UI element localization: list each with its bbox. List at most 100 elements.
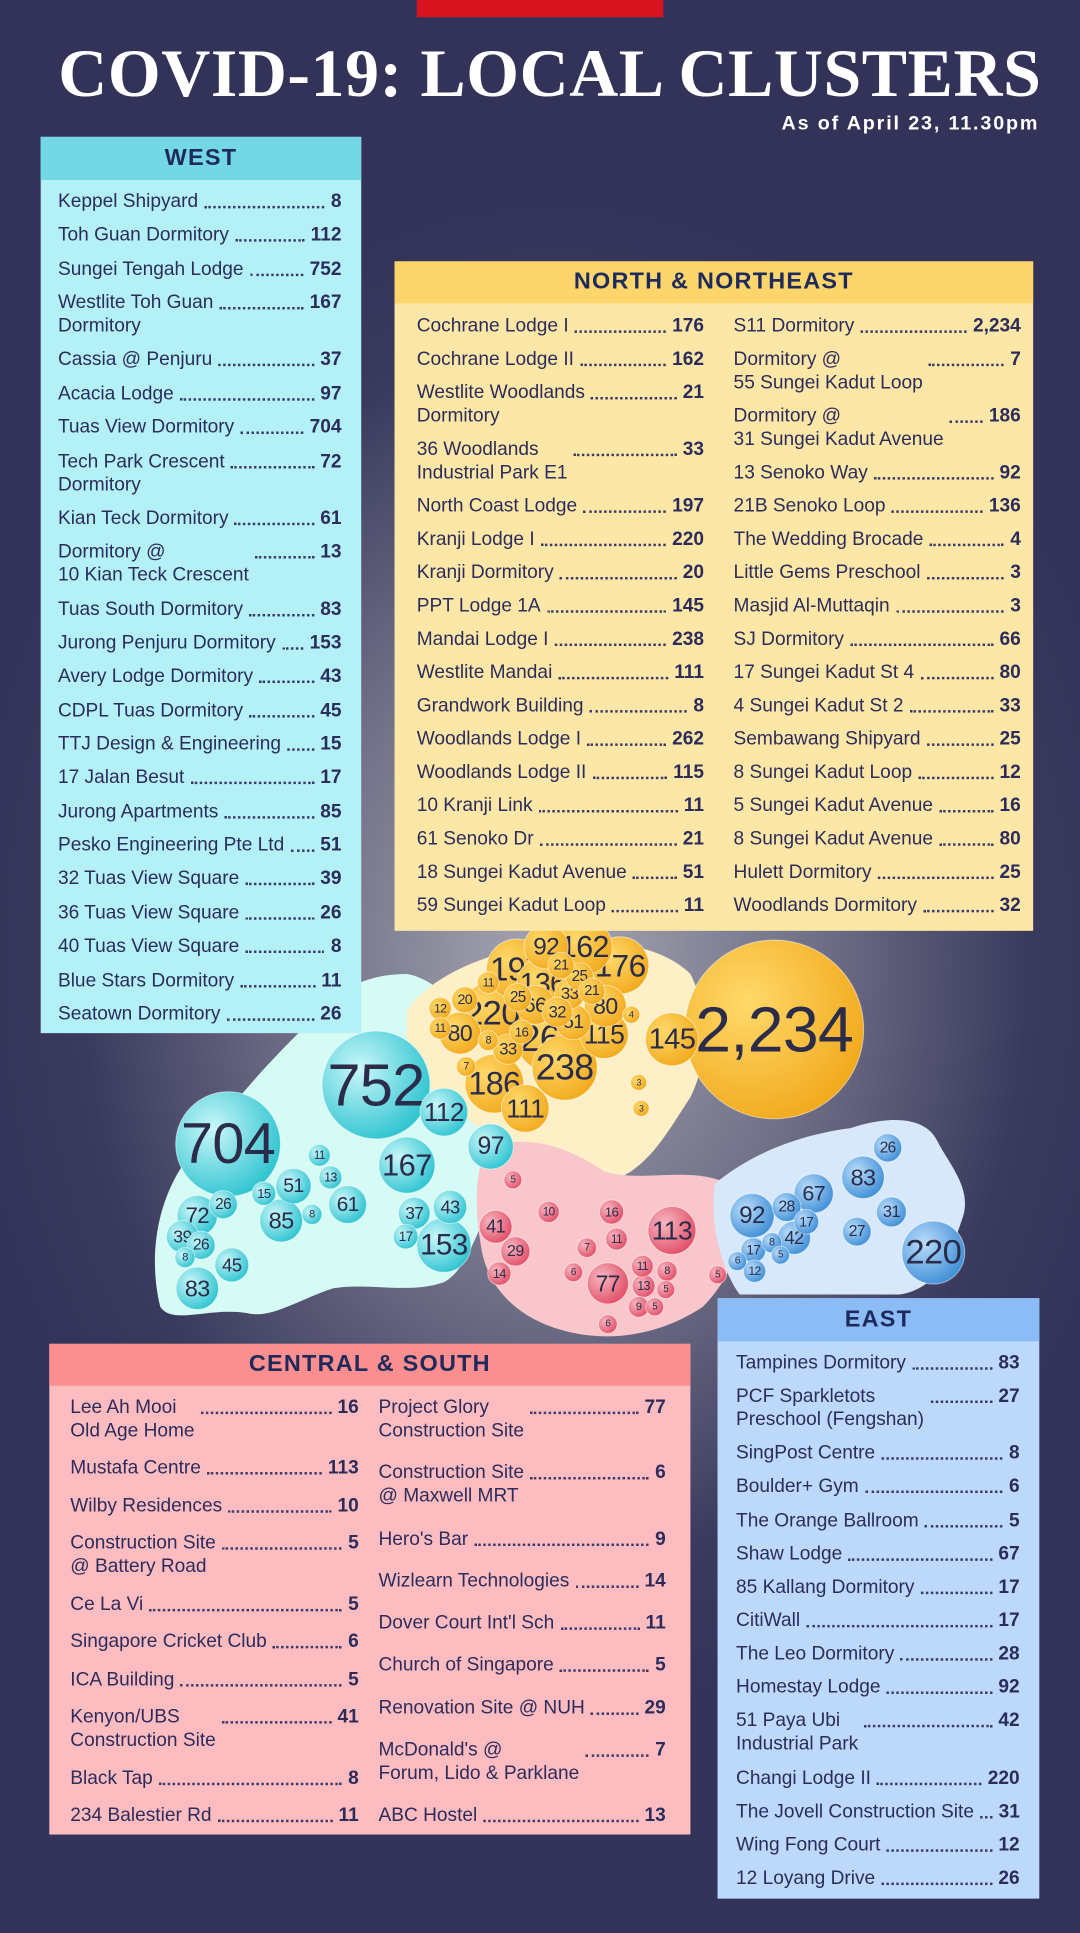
dot-leader: [530, 1396, 639, 1415]
cluster-bubble: [487, 1261, 512, 1286]
cluster-row: Little Gems Preschool 3: [734, 561, 1021, 584]
cluster-name: Hulett Dormitory: [733, 861, 872, 883]
cluster-bubble: [578, 977, 606, 1005]
cluster-row: Tampines Dormitory 83: [736, 1351, 1020, 1374]
dot-leader: [235, 224, 305, 243]
dot-leader: [909, 694, 994, 713]
cluster-count: 17: [998, 1610, 1020, 1632]
cluster-name: The Wedding Brocade: [733, 528, 924, 550]
dot-leader: [886, 1676, 993, 1695]
cluster-count: 16: [337, 1396, 359, 1418]
cluster-bubble: [328, 1185, 368, 1224]
dot-leader: [539, 827, 677, 846]
cluster-bubble: [537, 1200, 560, 1223]
cluster-bubble: [477, 1030, 499, 1052]
cluster-bubble: [318, 1165, 343, 1190]
cluster-count: 66: [999, 628, 1021, 650]
bubble-label: 5: [652, 1301, 658, 1312]
cluster-name: Boulder+ Gym: [736, 1476, 859, 1498]
subtitle: As of April 23, 11.30pm: [781, 113, 1040, 135]
bubble-label: 14: [493, 1266, 506, 1281]
cluster-row: CDPL Tuas Dormitory 45: [58, 699, 342, 722]
cluster-name: 36 Woodlands Industrial Park E1: [416, 438, 568, 484]
dot-leader: [245, 901, 315, 920]
dot-leader: [926, 727, 994, 746]
cluster-name: Dormitory @ 10 Kian Teck Crescent: [57, 541, 249, 586]
cluster-bubble: [321, 1030, 431, 1140]
bubble-label: 11: [611, 1232, 623, 1246]
cluster-count: 11: [645, 1612, 666, 1634]
cluster-count: 31: [998, 1800, 1020, 1822]
cluster-row: 61 Senoko Dr 21: [417, 827, 704, 850]
cluster-list: Keppel Shipyard 8 Toh Guan Dormitory 112 Sun…: [58, 190, 342, 1026]
cluster-count: 21: [682, 382, 704, 404]
cluster-row: Homestay Lodge 92: [736, 1676, 1020, 1699]
cluster-bubble: [630, 1073, 648, 1091]
cluster-row: Construction Site @ Battery Road 5: [70, 1532, 358, 1579]
cluster-name: The Leo Dormitory: [736, 1643, 895, 1665]
dot-leader: [240, 968, 316, 987]
cluster-bubble: [770, 1245, 790, 1265]
bubble-label: 6: [735, 1256, 741, 1267]
bubble-label: 41: [486, 1217, 505, 1237]
dot-leader: [929, 528, 1005, 547]
cluster-row: Cochrane Lodge II 162: [417, 348, 704, 371]
bubble-label: 42: [784, 1228, 803, 1248]
cluster-row: Tuas South Dormitory 83: [58, 597, 342, 620]
cluster-count: 92: [999, 462, 1021, 484]
bubble-label: 97: [478, 1133, 504, 1160]
cluster-name: 234 Balestier Rd: [70, 1804, 212, 1826]
bubble-label: 26: [880, 1139, 896, 1156]
cluster-list: Project Glory Construction Site 77 Constru…: [378, 1396, 665, 1828]
dot-leader: [881, 1442, 1003, 1461]
cluster-name: 8 Sungei Kadut Loop: [733, 761, 913, 783]
cluster-name: Cochrane Lodge I: [416, 315, 569, 337]
cluster-row: Wizlearn Technologies 14: [378, 1569, 665, 1592]
cluster-name: 32 Tuas View Square: [57, 868, 240, 890]
cluster-count: 25: [999, 728, 1021, 750]
dot-leader: [850, 628, 994, 647]
cluster-row: Tuas View Dormitory 704: [58, 416, 342, 439]
cluster-row: Boulder+ Gym 6: [736, 1475, 1020, 1498]
cluster-count: 167: [309, 292, 342, 314]
bubble-label: 12: [748, 1264, 761, 1278]
cluster-name: Project Glory Construction Site: [378, 1396, 525, 1442]
bubble-label: 80: [448, 1020, 472, 1046]
cluster-count: 33: [999, 695, 1021, 717]
cluster-count: 7: [655, 1739, 666, 1761]
bubble-label: 83: [851, 1164, 876, 1190]
cluster-count: 7: [1010, 348, 1021, 370]
bubble-label: 26: [215, 1196, 231, 1213]
cluster-name: Homestay Lodge: [736, 1677, 881, 1698]
cluster-row: 36 Woodlands Industrial Park E1 33: [417, 438, 704, 485]
dot-leader: [249, 257, 304, 276]
dot-leader: [554, 628, 666, 647]
cluster-count: 8: [1008, 1442, 1020, 1464]
cluster-count: 17: [320, 767, 342, 789]
cluster-bubble: [901, 1220, 966, 1285]
cluster-row: Lee Ah Mooi Old Age Home 16: [70, 1396, 358, 1443]
bubble-label: 37: [405, 1203, 423, 1223]
cluster-row: Keppel Shipyard 8: [58, 190, 342, 213]
cluster-count: 14: [644, 1570, 666, 1592]
cluster-name: The Jovell Construction Site: [736, 1800, 974, 1822]
cluster-row: Mustafa Centre 113: [70, 1457, 358, 1480]
cluster-count: 115: [673, 761, 704, 783]
cluster-name: Westlite Woodlands Dormitory: [416, 382, 585, 427]
dot-leader: [612, 894, 678, 913]
bubble-label: 31: [883, 1203, 900, 1221]
cluster-count: 13: [320, 541, 342, 563]
bubble-label: 20: [458, 992, 473, 1008]
cluster-count: 111: [674, 662, 704, 684]
cluster-row: Dormitory @ 10 Kian Teck Crescent 13: [58, 540, 342, 587]
cluster-list: Lee Ah Mooi Old Age Home 16 Mustafa Centre…: [70, 1396, 358, 1828]
cluster-row: SingPost Centre 8: [736, 1442, 1020, 1465]
bubble-label: 220: [905, 1234, 961, 1272]
cluster-count: 5: [1008, 1509, 1020, 1531]
cluster-row: CitiWall 17: [736, 1609, 1020, 1632]
dot-leader: [217, 1804, 333, 1823]
cluster-row: 85 Kallang Dormitory 17: [736, 1575, 1020, 1598]
bubble-label: 5: [510, 1174, 516, 1185]
dot-leader: [218, 348, 315, 367]
